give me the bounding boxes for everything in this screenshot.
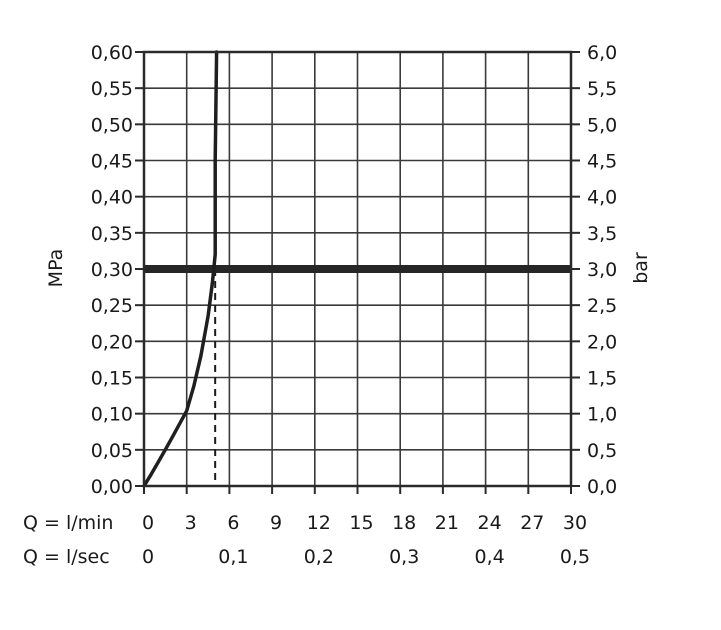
x-tick-label-lmin: 18	[392, 512, 416, 534]
left-y-tick-label: 0,55	[91, 78, 133, 100]
x-tick-label-lsec: 0,2	[304, 546, 334, 568]
left-y-tick-label: 0,50	[91, 114, 133, 136]
right-y-tick-label: 0,0	[587, 476, 617, 498]
x-tick-label-lsec: 0,3	[389, 546, 419, 568]
left-y-tick-label: 0,35	[91, 223, 133, 245]
x-axis-lsec-label: Q = l/sec	[23, 546, 110, 568]
x-tick-label-lsec: 0	[142, 546, 154, 568]
x-tick-label-lmin: 9	[270, 512, 282, 534]
x-tick-label-lsec: 0,4	[474, 546, 504, 568]
right-y-tick-label: 2,0	[587, 331, 617, 353]
x-tick-label-lmin: 24	[478, 512, 502, 534]
left-y-tick-label: 0,15	[91, 368, 133, 390]
left-y-axis-ticks: 0,00 0,05 0,10 0,15 0,20 0,25 0,30 0,35 0,40 0,45…	[91, 42, 144, 498]
x-tick-label-lsec: 0,5	[560, 546, 590, 568]
right-y-tick-label: 4,0	[587, 187, 617, 209]
left-y-tick-label: 0,60	[91, 42, 133, 64]
left-y-tick-label: 0,05	[91, 440, 133, 462]
right-y-tick-label: 6,0	[587, 42, 617, 64]
x-tick-label-lmin: 27	[520, 512, 544, 534]
left-y-tick-label: 0,40	[91, 187, 133, 209]
x-axis-lsec-ticks: 0 0,1 0,2 0,3 0,4 0,5	[142, 546, 590, 568]
x-tick-label-lmin: 21	[435, 512, 459, 534]
right-y-tick-label: 5,0	[587, 114, 617, 136]
left-y-tick-label: 0,00	[91, 476, 133, 498]
x-tick-label-lmin: 12	[307, 512, 331, 534]
right-y-tick-label: 3,0	[587, 259, 617, 281]
x-tick-label-lsec: 0,1	[218, 546, 248, 568]
x-tick-label-lmin: 15	[349, 512, 373, 534]
x-axis-lmin-ticks: 0 3 6 9 12 15 18 21 24 27 30	[142, 486, 587, 534]
left-y-tick-label: 0,25	[91, 295, 133, 317]
x-axis-lmin-label: Q = l/min	[23, 512, 113, 534]
right-y-tick-label: 3,5	[587, 223, 617, 245]
x-tick-label-lmin: 6	[227, 512, 239, 534]
flow-curve-1	[142, 50, 219, 488]
x-tick-label-lmin: 3	[185, 512, 197, 534]
right-y-tick-label: 1,0	[587, 404, 617, 426]
left-y-tick-label: 0,10	[91, 404, 133, 426]
left-y-tick-label: 0,20	[91, 331, 133, 353]
x-tick-label-lmin: 0	[142, 512, 154, 534]
left-y-tick-label: 0,45	[91, 151, 133, 173]
right-y-tick-label: 0,5	[587, 440, 617, 462]
right-y-axis-ticks: 0,0 0,5 1,0 1,5 2,0 2,5 3,0 3,5 4,0 4,5 5,0 5,5 6,0	[571, 42, 617, 498]
right-y-tick-label: 2,5	[587, 295, 617, 317]
right-y-tick-label: 1,5	[587, 368, 617, 390]
right-y-tick-label: 4,5	[587, 151, 617, 173]
flow-curves	[142, 50, 219, 488]
right-y-tick-label: 5,5	[587, 78, 617, 100]
left-y-tick-label: 0,30	[91, 259, 133, 281]
left-y-axis-title: MPa	[45, 249, 67, 288]
right-y-axis-title: bar	[630, 252, 652, 284]
x-tick-label-lmin: 30	[563, 512, 587, 534]
